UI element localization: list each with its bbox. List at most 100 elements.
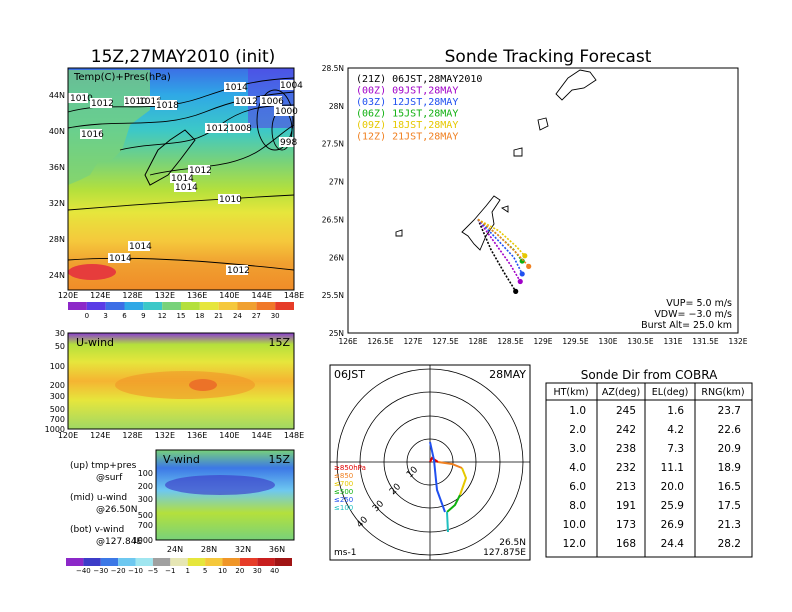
map-x-tick-label: 120E [58, 291, 78, 300]
isobar-label: 1008 [229, 124, 252, 134]
colorbar-swatch [275, 302, 294, 310]
isobar-label: 1018 [156, 101, 179, 111]
v-colorbar-label: 40 [270, 567, 279, 575]
track-coastlines [395, 69, 597, 251]
v-x-tick-label: 32N [235, 545, 251, 554]
isobar-label: 1014 [129, 242, 152, 252]
table-cell: 10.0 [563, 519, 586, 531]
v-wind-colorbar: −40 −30 −20 −10 −5 −1 1 5 10 20 30 40 [66, 558, 292, 575]
v-colorbar-label: −40 [76, 567, 91, 575]
u-wind-time: 15Z [268, 336, 290, 349]
param-vup: VUP= 5.0 m/s [666, 298, 732, 309]
isobar-label: 1014 [171, 174, 194, 184]
colorbar-swatch [105, 302, 125, 310]
track-x-tick-label: 126E [338, 337, 357, 346]
u-y-tick-label: 1000 [45, 425, 65, 434]
v-colorbar-swatch [100, 558, 119, 566]
colorbar-swatch [86, 302, 106, 310]
u-y-tick-label: 700 [50, 415, 65, 424]
isobar-label: 1012 [189, 166, 212, 176]
colorbar-label: 9 [141, 312, 145, 320]
v-colorbar-label: 30 [253, 567, 262, 575]
note-mid-sub: @26.50N [96, 505, 138, 515]
japan-coast [144, 129, 196, 186]
isobar-label: 1010 [124, 97, 147, 107]
track-frame [347, 67, 739, 334]
table-headers: HT(km) AZ(deg) EL(deg) RNG(km) [553, 387, 744, 398]
param-burst: Burst Alt= 25.0 km [641, 320, 732, 331]
track-legend-entry: (09Z) 18JST,28MAY [356, 120, 458, 131]
u-x-tick-label: 120E [58, 431, 78, 440]
table-cell: 22.6 [718, 424, 742, 436]
isobar-label: 1012 [91, 99, 114, 109]
track-x-tick-label: 127E [403, 337, 422, 346]
polar-level-label: ≤700 [334, 480, 353, 488]
isobar-label-group: 1010 1012 1016 1018 1014 1012 1014 1014 … [68, 80, 303, 276]
v-colorbar-label: 10 [218, 567, 227, 575]
v-wind-trough [165, 475, 275, 495]
u-y-tick-label: 200 [50, 381, 65, 390]
isobar-label: 1012 [235, 97, 258, 107]
u-y-tick-label: 100 [50, 362, 65, 371]
table-cell: 20.0 [661, 481, 684, 493]
table-cell: 213 [616, 481, 636, 493]
u-wind-x-ticks: 120E 124E 128E 132E 136E 140E 144E 148E [58, 431, 304, 440]
param-vdw: VDW= −3.0 m/s [654, 309, 732, 320]
track-series-line [477, 218, 523, 275]
colorbar-label: 12 [158, 312, 167, 320]
u-x-tick-label: 144E [252, 431, 272, 440]
note-bot-sub: @127.84E [96, 537, 142, 547]
track-y-tick-label: 27.5N [322, 140, 344, 149]
map-x-tick-label: 144E [252, 291, 272, 300]
map-y-tick-label: 36N [49, 163, 65, 172]
map-y-tick-label: 28N [49, 235, 65, 244]
polar-date: 28MAY [489, 368, 526, 381]
colorbar-swatch [162, 302, 181, 310]
v-y-tick-label: 700 [138, 521, 153, 530]
v-y-tick-label: 500 [138, 511, 153, 520]
v-y-tick-label: 300 [138, 495, 153, 504]
colorbar-label: 21 [214, 312, 223, 320]
colorbar-label: 6 [122, 312, 127, 320]
table-cell: 242 [616, 424, 636, 436]
track-y-tick-label: 25N [329, 329, 344, 338]
v-colorbar-swatch [239, 558, 258, 566]
table-cell: 28.2 [718, 538, 741, 550]
table-cell: 4.0 [569, 462, 586, 474]
table-cell: 173 [616, 519, 636, 531]
isobar-label: 1012 [206, 124, 229, 134]
colorbar-label: 18 [195, 312, 204, 320]
colorbar-label: 15 [177, 312, 186, 320]
table-cell: 6.0 [569, 481, 586, 493]
track-legend-entry: (12Z) 21JST,28MAY [356, 132, 458, 143]
track-x-tick-label: 126.5E [367, 337, 393, 346]
v-colorbar-swatch [205, 558, 223, 566]
track-legend-entry: (06Z) 15JST,28MAY [356, 109, 458, 120]
note-bot: (bot) v-wind [70, 525, 124, 535]
table-cell: 191 [616, 500, 636, 512]
table-cell: 24.4 [661, 538, 685, 550]
map-x-tick-label: 132E [155, 291, 175, 300]
track-y-ticks: 25N 25.5N 26N 26.5N 27N 27.5N 28N 28.5N [322, 64, 344, 338]
isobar-label: 1014 [109, 254, 132, 264]
table-rows: 1.0 245 1.6 23.7 2.0 242 4.2 22.6 3.0 238 7.3 20.9 4… [563, 405, 742, 550]
track-series-line [477, 219, 517, 292]
table-cell: 8.0 [569, 500, 586, 512]
track-x-tick-label: 130E [598, 337, 617, 346]
u-y-tick-label: 500 [50, 405, 65, 414]
table-cell: 18.9 [718, 462, 741, 474]
colorbar-label: 0 [85, 312, 89, 320]
v-colorbar-label: 1 [185, 567, 189, 575]
isobar-label: 1014 [225, 83, 248, 93]
left-title: 15Z,27MAY2010 (init) [91, 47, 276, 67]
v-colorbar-label: −20 [111, 567, 126, 575]
map-y-tick-label: 24N [49, 271, 65, 280]
track-x-tick-label: 129.5E [562, 337, 588, 346]
v-colorbar-label: 20 [235, 567, 244, 575]
polar-lon: 127.875E [483, 548, 526, 558]
map-x-ticks: 120E 124E 128E 132E 136E 140E 144E 148E [58, 291, 304, 300]
polar-level-label: ≤250 [334, 496, 353, 504]
colorbar-swatch [143, 302, 163, 310]
track-lines [477, 218, 532, 294]
